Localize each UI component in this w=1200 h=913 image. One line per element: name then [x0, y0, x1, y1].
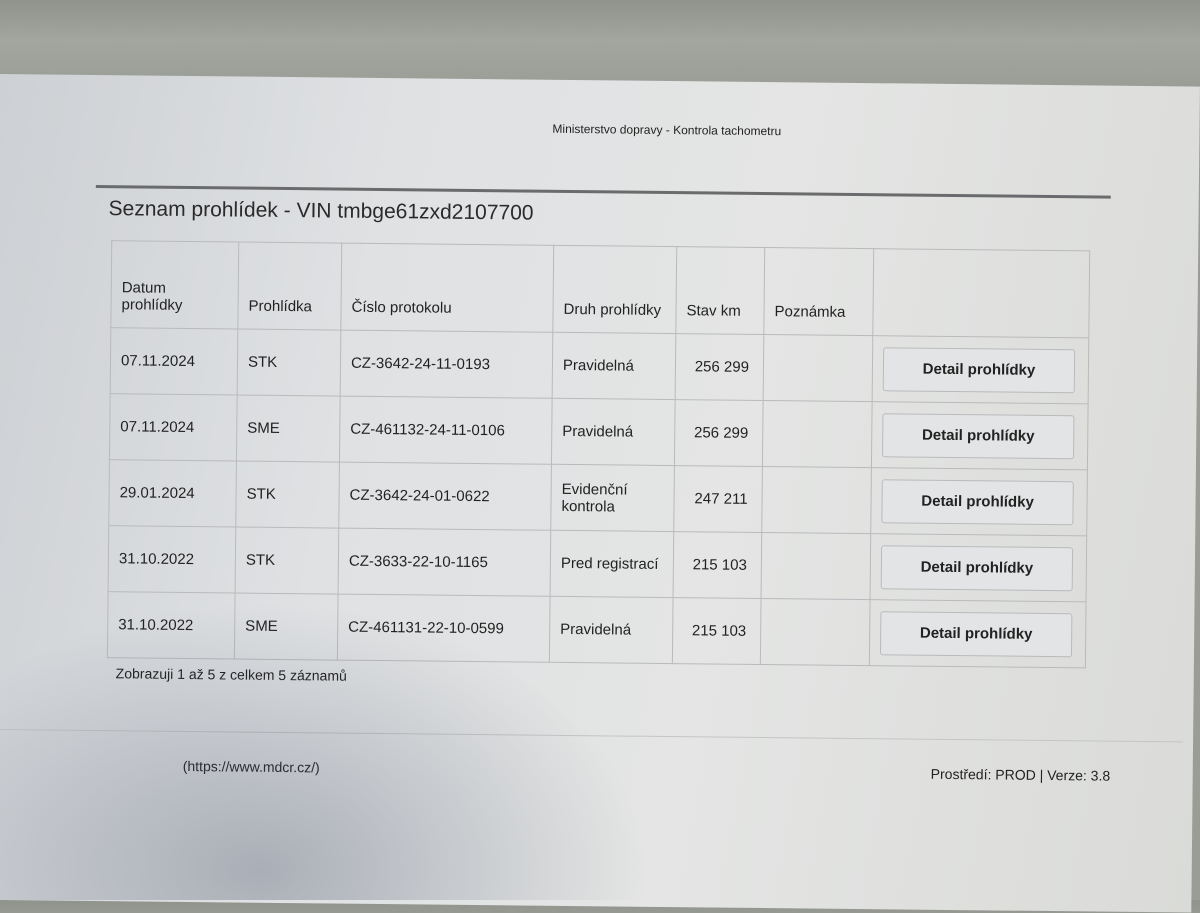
cell-protocol: CZ-461132-24-11-0106 — [339, 396, 553, 465]
cell-date: 31.10.2022 — [108, 525, 236, 593]
cell-note — [761, 466, 872, 534]
environment-version: Prostředí: PROD | Verze: 3.8 — [930, 765, 1111, 784]
cell-date: 29.01.2024 — [108, 459, 237, 527]
cell-km: 215 103 — [672, 597, 762, 665]
cell-action: Detail prohlídky — [870, 533, 1087, 602]
header-divider — [95, 185, 1111, 199]
cell-km: 256 299 — [675, 333, 764, 401]
detail-button[interactable]: Detail prohlídky — [879, 610, 1073, 657]
column-header-action — [872, 248, 1090, 338]
cell-km: 256 299 — [674, 399, 764, 467]
cell-action: Detail prohlídky — [871, 401, 1089, 470]
footer-divider — [0, 728, 1184, 743]
column-header-note: Poznámka — [763, 247, 874, 336]
table-row: 31.10.2022 SME CZ-461131-22-10-0599 Pravide… — [107, 591, 1087, 668]
cell-kind: Pravidelná — [551, 398, 676, 466]
page-title: Seznam prohlídek - VIN tmbge61zxd2107700 — [108, 197, 534, 225]
cell-km: 247 211 — [673, 465, 763, 533]
cell-protocol: CZ-461131-22-10-0599 — [337, 594, 551, 663]
cell-action: Detail prohlídky — [869, 599, 1087, 668]
cell-inspection: STK — [237, 329, 341, 397]
cell-note — [763, 334, 873, 402]
table-row: 29.01.2024 STK CZ-3642-24-01-0622 Evidenční… — [108, 459, 1088, 536]
cell-date: 31.10.2022 — [107, 591, 236, 659]
cell-note — [762, 400, 873, 468]
cell-protocol: CZ-3642-24-11-0193 — [340, 330, 553, 399]
cell-kind: Evidenční kontrola — [550, 464, 675, 532]
cell-inspection: SME — [234, 592, 339, 661]
cell-action: Detail prohlídky — [870, 467, 1088, 536]
cell-protocol: CZ-3642-24-01-0622 — [338, 462, 552, 531]
cell-note — [760, 598, 871, 666]
table-row: 07.11.2024 STK CZ-3642-24-11-0193 Pravideln… — [110, 327, 1089, 404]
column-header-km: Stav km — [675, 246, 765, 335]
cell-kind: Pravidelná — [552, 332, 676, 400]
inspections-table: Datum prohlídky Prohlídka Číslo protokol… — [107, 240, 1090, 668]
cell-inspection: SME — [236, 395, 341, 463]
footer-link[interactable]: (https://www.mdcr.cz/) — [182, 757, 320, 776]
cell-action: Detail prohlídky — [872, 335, 1089, 404]
cell-date: 07.11.2024 — [110, 327, 238, 396]
cell-date: 07.11.2024 — [109, 393, 238, 461]
detail-button[interactable]: Detail prohlídky — [882, 412, 1075, 459]
column-header-date: Datum prohlídky — [110, 240, 239, 330]
cell-kind: Pred registrací — [550, 530, 674, 598]
detail-button[interactable]: Detail prohlídky — [882, 346, 1076, 393]
cell-km: 215 103 — [673, 531, 762, 599]
cell-inspection: STK — [235, 460, 340, 529]
column-header-protocol: Číslo protokolu — [340, 243, 554, 333]
table-row: 31.10.2022 STK CZ-3633-22-10-1165 Pred regi… — [108, 525, 1087, 602]
detail-button[interactable]: Detail prohlídky — [881, 478, 1074, 525]
column-header-kind: Druh prohlídky — [552, 245, 677, 334]
cell-protocol: CZ-3633-22-10-1165 — [338, 528, 551, 597]
printed-page: Ministerstvo dopravy - Kontrola tachomet… — [0, 74, 1200, 913]
table-header-row: Datum prohlídky Prohlídka Číslo protokol… — [110, 240, 1090, 338]
column-header-inspection: Prohlídka — [237, 242, 342, 331]
detail-button[interactable]: Detail prohlídky — [880, 544, 1074, 591]
table-row: 07.11.2024 SME CZ-461132-24-11-0106 Pravide… — [109, 393, 1089, 470]
cell-inspection: STK — [235, 526, 339, 595]
table-info: Zobrazuji 1 až 5 z celkem 5 záznamů — [115, 665, 347, 684]
site-title: Ministerstvo dopravy - Kontrola tachomet… — [552, 121, 782, 139]
cell-note — [761, 532, 871, 600]
cell-kind: Pravidelná — [549, 596, 674, 664]
